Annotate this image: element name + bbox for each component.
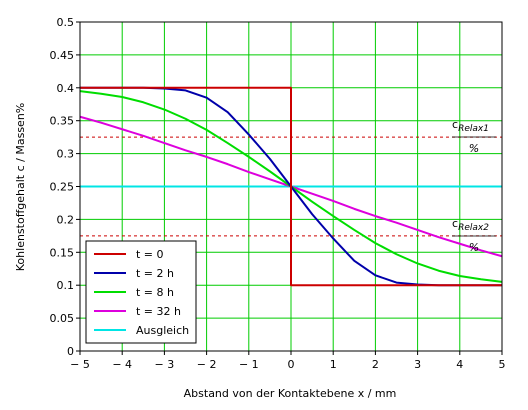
y-tick-label: 0.4 (57, 82, 75, 95)
legend-label-1: t = 2 h (136, 267, 174, 280)
y-tick-label: 0.15 (50, 246, 75, 259)
legend: t = 0 t = 2 h t = 8 h t = 32 h Ausgleich (85, 240, 197, 344)
y-tick-label: 0.2 (57, 213, 75, 226)
x-tick-label: − 3 (155, 358, 175, 371)
x-tick-labels: − 5 − 4 − 3 − 2 − 1 0 1 2 3 4 5 (70, 358, 505, 371)
x-tick-label: − 1 (239, 358, 259, 371)
crelax1-sub: Relax1 (458, 124, 489, 134)
series-line-0 (80, 86, 502, 287)
y-tick-label: 0.3 (57, 148, 75, 161)
y-tick-label: 0.05 (50, 312, 75, 325)
y-tick-label: 0.45 (50, 49, 75, 62)
y-tick-label: 0.5 (57, 16, 75, 29)
crelax1-unit: % (469, 142, 479, 155)
series-lines (79, 86, 503, 287)
y-tick-label: 0.35 (50, 115, 75, 128)
crelax2-label: cRelax2 % (452, 217, 496, 254)
x-tick-label: 1 (330, 358, 337, 371)
crelax1-label: cRelax1 % (452, 118, 496, 155)
x-axis-label: Abstand von der Kontaktebene x / mm (184, 387, 397, 400)
legend-label-3: t = 32 h (136, 305, 181, 318)
crelax2-main: c (452, 217, 458, 230)
x-tick-label: 3 (414, 358, 421, 371)
y-tick-label: 0 (67, 345, 74, 358)
svg-text:cRelax2: cRelax2 (452, 217, 489, 233)
crelax1-main: c (452, 118, 458, 131)
plot-frame (76, 21, 503, 355)
x-tick-label: − 4 (112, 358, 132, 371)
x-tick-label: 5 (499, 358, 506, 371)
reference-labels: cRelax1 % cRelax2 % (452, 118, 496, 254)
x-tick-label: − 2 (197, 358, 217, 371)
y-tick-label: 0.25 (50, 181, 75, 194)
y-tick-label: 0.1 (57, 279, 75, 292)
svg-text:cRelax1: cRelax1 (452, 118, 489, 134)
legend-label-4: Ausgleich (136, 324, 189, 337)
x-tick-label: 2 (372, 358, 379, 371)
crelax2-unit: % (469, 241, 479, 254)
legend-label-2: t = 8 h (136, 286, 174, 299)
y-tick-labels: 0 0.05 0.1 0.15 0.2 0.25 0.3 0.35 0.4 0.45 0.5 (50, 16, 75, 358)
legend-label-0: t = 0 (136, 248, 164, 261)
y-axis-label: Kohlenstoffgehalt c / Massen% (14, 103, 27, 271)
x-tick-label: 4 (456, 358, 463, 371)
crelax2-sub: Relax2 (458, 223, 489, 233)
x-tick-label: 0 (288, 358, 295, 371)
x-tick-label: − 5 (70, 358, 90, 371)
